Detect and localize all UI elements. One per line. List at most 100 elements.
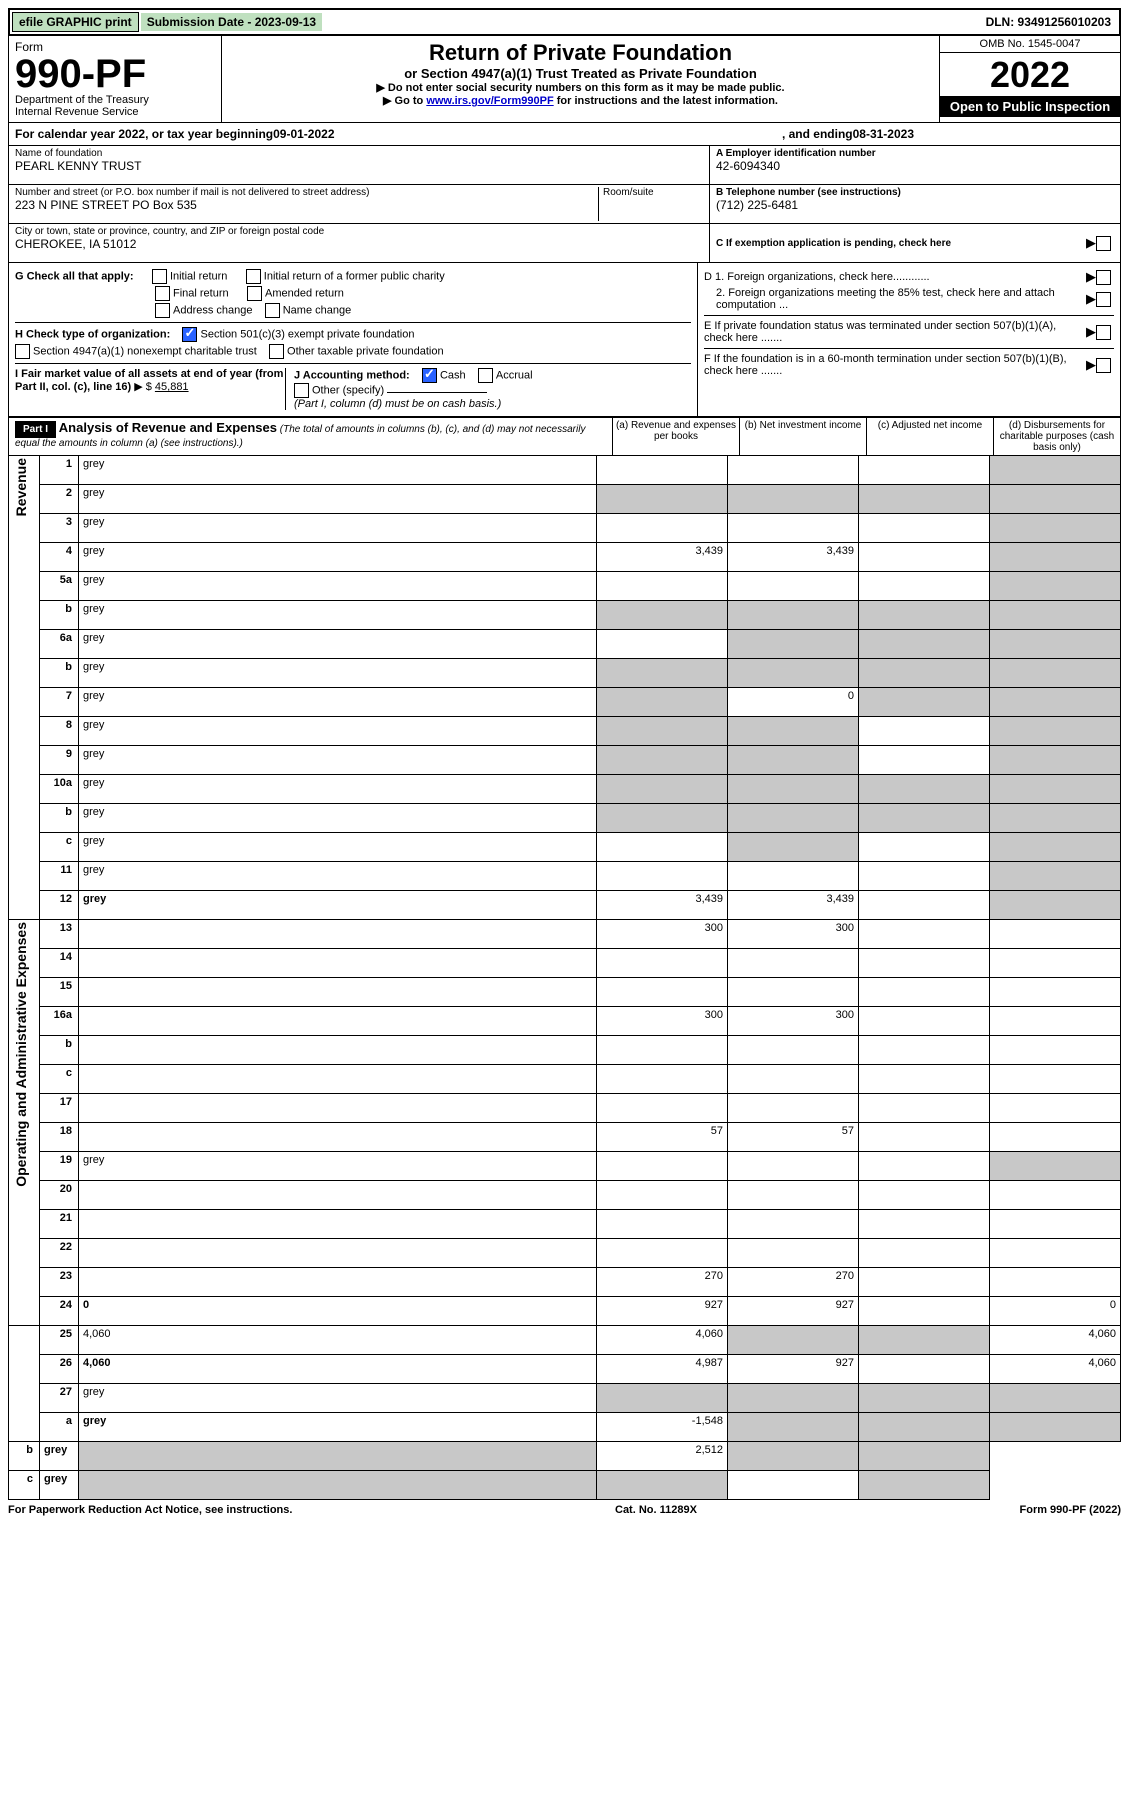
table-row: 4grey3,4393,439 [9,543,1121,572]
row-desc: grey [79,601,597,630]
d2-checkbox[interactable] [1096,292,1111,307]
cell-c [859,746,990,775]
g2-checkbox[interactable] [246,269,261,284]
g6-checkbox[interactable] [265,303,280,318]
revenue-side-label: Revenue [13,458,29,516]
row-number: 14 [40,949,79,978]
cell-b [728,630,859,659]
g3-checkbox[interactable] [155,286,170,301]
h2-checkbox[interactable] [15,344,30,359]
d1-checkbox[interactable] [1096,270,1111,285]
row-desc [79,920,597,949]
cell-b [728,1210,859,1239]
g2-label: Initial return of a former public charit… [264,270,445,282]
cell-b: 3,439 [728,891,859,920]
table-row: 2grey [9,485,1121,514]
cell-d [990,717,1121,746]
e-checkbox[interactable] [1096,325,1111,340]
h3-checkbox[interactable] [269,344,284,359]
cell-b [728,804,859,833]
table-row: bgrey [9,601,1121,630]
instr2-prefix: ▶ Go to [383,95,426,107]
cell-b [728,485,859,514]
f-checkbox[interactable] [1096,358,1111,373]
ein: 42-6094340 [716,159,1114,173]
j2-checkbox[interactable] [478,368,493,383]
cell-d [990,1036,1121,1065]
cell-d [990,1413,1121,1442]
row-number: b [40,659,79,688]
cell-d [990,630,1121,659]
efile-btn[interactable]: efile GRAPHIC print [12,12,139,32]
row-desc [79,1036,597,1065]
cell-d: 4,060 [990,1355,1121,1384]
cell-c [859,1065,990,1094]
cell-a: 3,439 [597,891,728,920]
row-number: 1 [40,456,79,485]
cell-b [597,1471,728,1500]
cell-b: 0 [728,688,859,717]
table-row: bgrey [9,804,1121,833]
cell-d: 0 [990,1297,1121,1326]
col-c-header: (c) Adjusted net income [866,418,993,455]
row-number: 9 [40,746,79,775]
cell-a [597,1239,728,1268]
cell-a: 270 [597,1268,728,1297]
irs-link[interactable]: www.irs.gov/Form990PF [426,95,553,107]
c-checkbox[interactable] [1096,236,1111,251]
row-number: 5a [40,572,79,601]
g4-checkbox[interactable] [247,286,262,301]
f-label: F If the foundation is in a 60-month ter… [704,353,1086,377]
check-section: G Check all that apply: Initial return I… [8,263,1121,417]
row-desc: 4,060 [79,1355,597,1384]
g1-checkbox[interactable] [152,269,167,284]
g5-checkbox[interactable] [155,303,170,318]
row-number: b [40,804,79,833]
cell-d [990,949,1121,978]
j1-checkbox[interactable] [422,368,437,383]
j2-label: Accrual [496,369,533,381]
cell-c [859,601,990,630]
row-number: 4 [40,543,79,572]
j3-checkbox[interactable] [294,383,309,398]
table-row: 7grey0 [9,688,1121,717]
cell-b: 270 [728,1268,859,1297]
cell-d [990,1007,1121,1036]
row-number: b [40,601,79,630]
cell-b [728,1413,859,1442]
row-desc: grey [79,630,597,659]
row-desc [79,1181,597,1210]
footer-mid: Cat. No. 11289X [615,1504,697,1516]
table-row: 14 [9,949,1121,978]
table-row: c [9,1065,1121,1094]
cell-d [990,572,1121,601]
arrow-icon: ▶ [1086,235,1096,251]
row-desc: grey [79,543,597,572]
arrow-icon: ▶ [1086,291,1096,307]
cal-end: 08-31-2023 [853,127,914,141]
cell-d [990,1181,1121,1210]
city: CHEROKEE, IA 51012 [15,237,703,251]
h1-checkbox[interactable] [182,327,197,342]
cell-a: 300 [597,1007,728,1036]
cell-b: 3,439 [728,543,859,572]
dept-label: Department of the Treasury Internal Reve… [15,94,215,118]
row-desc: grey [79,1413,597,1442]
form-header: Form 990-PF Department of the Treasury I… [8,36,1121,123]
row-number: a [40,1413,79,1442]
row-desc: grey [79,833,597,862]
h3-label: Other taxable private foundation [287,345,444,357]
row-desc: grey [79,659,597,688]
foundation-name: PEARL KENNY TRUST [15,159,703,173]
cell-a: 3,439 [597,543,728,572]
g-label: G Check all that apply: [15,270,134,282]
omb-no: OMB No. 1545-0047 [940,36,1120,53]
cell-d [990,1152,1121,1181]
cell-a: 300 [597,920,728,949]
cell-c [859,891,990,920]
form-title: Return of Private Foundation [226,40,935,66]
g1-label: Initial return [170,270,227,282]
cell-b [728,1326,859,1355]
cell-a [597,630,728,659]
cell-d [990,1123,1121,1152]
